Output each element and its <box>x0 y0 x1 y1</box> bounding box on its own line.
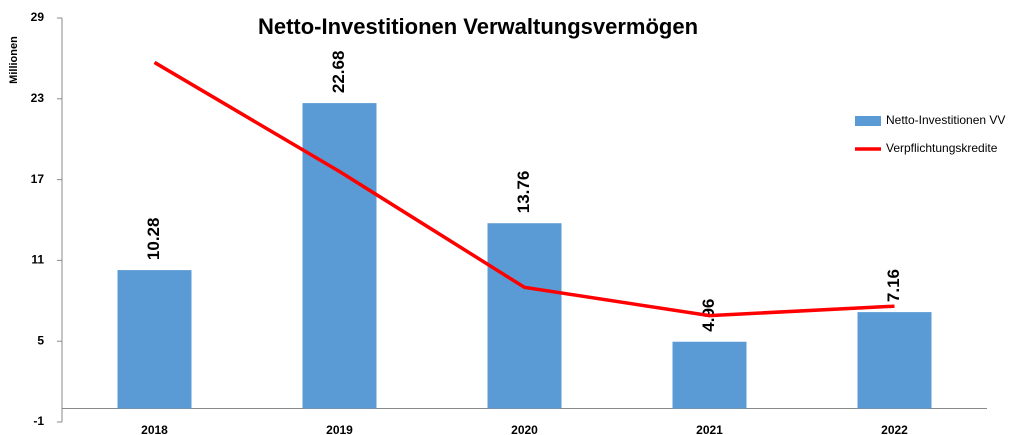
bar <box>857 312 932 409</box>
data-label: 22.68 <box>329 51 348 94</box>
x-tick-label: 2019 <box>326 423 353 435</box>
legend-label: Netto-Investitionen VV <box>886 113 1005 127</box>
x-tick-label: 2022 <box>881 423 908 435</box>
data-label: 13.76 <box>514 171 533 214</box>
bar <box>487 223 562 409</box>
y-axis-label: Millionen <box>8 36 20 84</box>
legend-swatch <box>855 116 881 126</box>
data-label: 7.16 <box>884 269 903 302</box>
data-label: 10.28 <box>144 218 163 261</box>
bar <box>117 270 192 409</box>
x-tick-label: 2018 <box>141 423 168 435</box>
y-tick-label: 23 <box>31 91 45 105</box>
x-tick-label: 2021 <box>696 423 723 435</box>
x-tick-label: 2020 <box>511 423 538 435</box>
bar <box>302 103 377 409</box>
legend-label: Verpflichtungskredite <box>886 141 998 155</box>
bar <box>672 341 747 409</box>
chart-title: Netto-Investitionen Verwaltungsvermögen <box>258 14 698 39</box>
line <box>153 60 895 318</box>
y-tick-label: 17 <box>31 172 45 186</box>
y-tick-label: -1 <box>33 414 44 428</box>
y-tick-label: 5 <box>37 333 44 347</box>
y-tick-label: 29 <box>31 10 45 24</box>
y-tick-label: 11 <box>31 253 44 267</box>
